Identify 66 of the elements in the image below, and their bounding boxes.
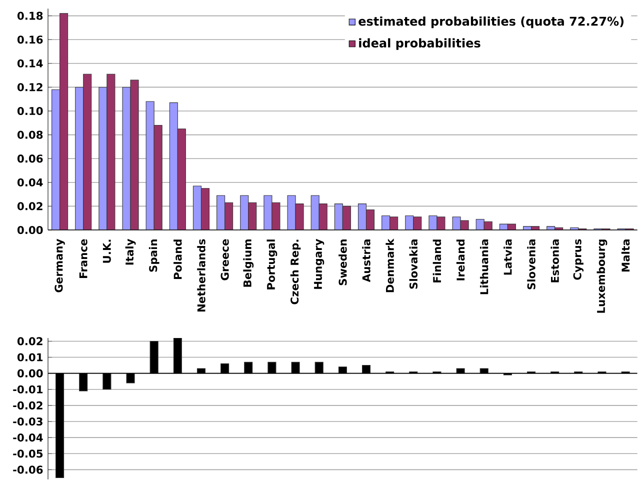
y-tick-label: -0.04	[13, 434, 43, 442]
x-tick-label: Malta	[621, 240, 630, 272]
y-tick-label: 0.04	[17, 178, 43, 186]
bar	[192, 186, 202, 230]
y-tick-label: 0.02	[17, 202, 42, 210]
y-tick-label: 0.18	[17, 12, 43, 20]
x-tick-label: Slovenia	[527, 240, 536, 290]
x-tick-label: Estonia	[550, 240, 559, 282]
bar	[177, 128, 186, 230]
x-tick-label: Spain	[148, 240, 160, 272]
y-tick-label: 0.12	[17, 83, 42, 92]
x-tick-label: Latvia	[504, 240, 512, 275]
y-tick-label: -0.06	[13, 466, 43, 474]
y-tick-label: 0.00	[17, 369, 43, 378]
x-tick-label: Portugal	[266, 240, 278, 290]
x-tick-label: Italy	[125, 238, 136, 265]
bar	[216, 195, 226, 230]
bar	[310, 195, 320, 230]
y-tick-label: 0.08	[17, 130, 43, 139]
x-tick-label: Finland	[432, 240, 442, 282]
legend-label: ideal probabilities	[359, 38, 480, 50]
x-tick-label: U.K.	[102, 240, 111, 263]
x-tick-label: Ireland	[456, 240, 465, 280]
x-tick-label: Hungary	[314, 238, 324, 289]
bar	[248, 202, 257, 230]
bar	[318, 204, 328, 230]
y-tick-label: 0.02	[17, 337, 42, 346]
x-tick-label: Poland	[174, 240, 182, 279]
y-tick-label: 0.10	[17, 106, 43, 116]
y-tick-label: 0.06	[17, 154, 43, 163]
y-tick-label: 0.16	[17, 36, 43, 44]
x-tick-label: Germany	[54, 238, 65, 292]
bar	[342, 206, 351, 230]
x-tick-label: Sweden	[338, 240, 347, 286]
bar	[240, 195, 249, 230]
x-tick-label: Denmark	[386, 238, 394, 292]
bar	[60, 13, 68, 230]
x-tick-label: Austria	[362, 240, 370, 282]
x-tick-label: Cyprus	[573, 239, 584, 280]
y-tick-label: -0.02	[13, 401, 42, 410]
bar	[224, 202, 234, 230]
legend-label: estimated probabilities (quota 72.27%)	[358, 16, 624, 28]
y-tick-label: 0.01	[17, 353, 43, 362]
x-tick-label: Luxembourg	[596, 240, 608, 313]
bar	[146, 101, 154, 230]
x-tick-label: Czech Rep.	[290, 240, 301, 304]
y-tick-label: -0.01	[13, 385, 43, 394]
bar	[358, 204, 367, 230]
bar	[200, 188, 210, 230]
bar	[52, 89, 60, 230]
x-tick-label: Slovakia	[409, 240, 418, 289]
x-tick-label: Lithuania	[480, 240, 488, 294]
y-tick-label: 0.14	[17, 59, 43, 68]
bar	[75, 86, 84, 230]
y-tick-label: -0.03	[13, 417, 42, 426]
bar	[334, 204, 343, 230]
x-tick-label: Belgium	[243, 240, 254, 287]
x-tick-label: Greece	[220, 239, 229, 280]
bar	[169, 102, 178, 230]
y-tick-label: -0.05	[13, 450, 43, 458]
y-tick-label: 0.00	[17, 226, 43, 234]
bar	[366, 210, 375, 230]
bar	[154, 125, 162, 230]
x-tick-label: Netherlands	[197, 239, 206, 312]
x-tick-label: France	[79, 239, 88, 278]
bar	[83, 74, 92, 230]
